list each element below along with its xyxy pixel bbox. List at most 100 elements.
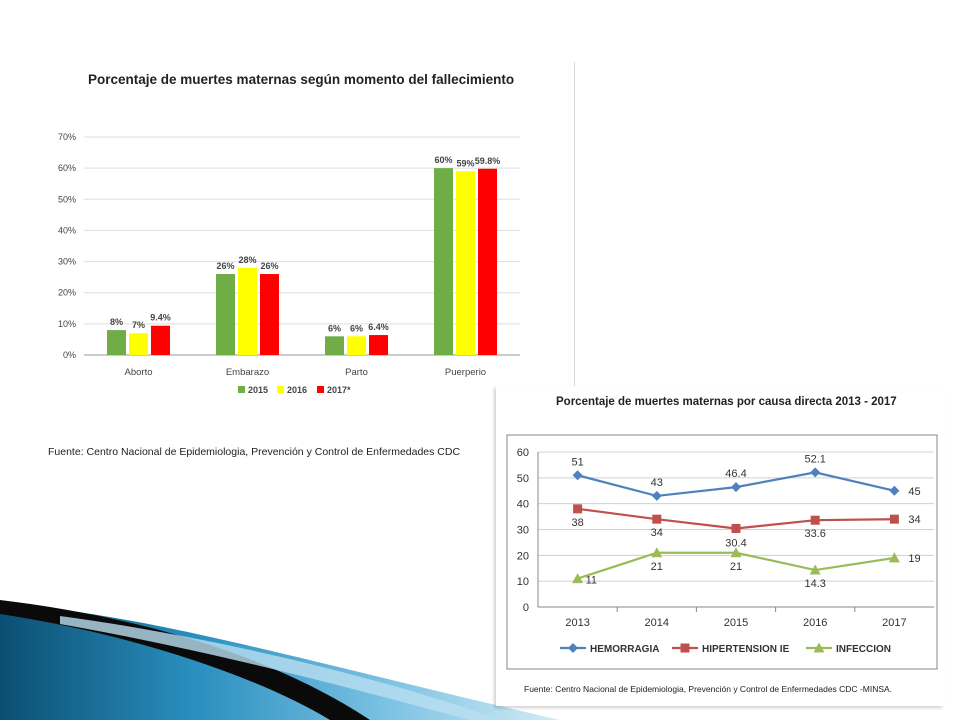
- y-tick-label: 10: [517, 576, 529, 588]
- x-tick-label: 2013: [565, 617, 589, 629]
- point-hipertension-ie: [889, 514, 899, 524]
- point-data-label: 45: [908, 486, 920, 498]
- bar-data-label: 28%: [238, 255, 256, 265]
- x-tick-label: Parto: [345, 367, 368, 378]
- bar-puerperio-2015: [434, 168, 453, 355]
- bar-chart-title: Porcentaje de muertes maternas según mom…: [88, 72, 515, 87]
- bar-embarazo-2016: [238, 267, 257, 355]
- bar-embarazo-2015: [216, 274, 235, 355]
- bar-aborto-2016: [129, 333, 148, 355]
- point-infeccion: [809, 564, 821, 575]
- point-data-label: 46.4: [725, 468, 746, 480]
- point-data-label: 38: [571, 517, 583, 529]
- point-data-label: 21: [730, 561, 742, 573]
- bar-data-label: 8%: [110, 317, 123, 327]
- point-hipertension-ie: [573, 504, 583, 514]
- x-tick-label: Puerperio: [445, 367, 486, 378]
- y-tick-label: 60%: [58, 163, 76, 173]
- bar-data-label: 6%: [328, 323, 341, 333]
- bar-data-label: 60%: [434, 155, 452, 165]
- point-data-label: 43: [651, 477, 663, 489]
- dark-swoosh: [0, 600, 370, 720]
- y-tick-label: 40: [517, 499, 529, 511]
- x-tick-label: Aborto: [125, 367, 153, 378]
- legend-swatch: [238, 386, 245, 393]
- y-tick-label: 0: [523, 602, 529, 614]
- bar-data-label: 6%: [350, 323, 363, 333]
- point-infeccion: [572, 573, 584, 584]
- point-data-label: 30.4: [725, 537, 746, 549]
- point-hipertension-ie: [731, 523, 741, 533]
- bar-aborto-2017: [151, 325, 170, 355]
- legend-marker: [568, 643, 578, 653]
- point-hemorragia: [572, 470, 583, 481]
- line-chart-source: Fuente: Centro Nacional de Epidemiologia…: [524, 684, 893, 694]
- legend-label: 2016: [287, 385, 307, 395]
- point-data-label: 33.6: [804, 528, 825, 540]
- bar-data-label: 59.8%: [475, 156, 501, 166]
- point-infeccion: [888, 552, 900, 563]
- bar-data-label: 26%: [260, 261, 278, 271]
- legend-label: 2017*: [327, 385, 351, 395]
- bar-chart: 0% 10% 20% 30% 40% 50% 60% 70% 8% 7% 9.4% Aborto 26%…: [58, 132, 520, 395]
- point-hemorragia: [889, 485, 900, 496]
- bar-chart-source: Fuente: Centro Nacional de Epidemiologia…: [48, 446, 461, 458]
- line-chart: 0 10 20 30 40 50 60 2013 2014 2015 2016 2017 51 43 46.…: [506, 434, 938, 670]
- point-hipertension-ie: [810, 515, 820, 525]
- y-tick-label: 20%: [58, 288, 76, 298]
- point-data-label: 51: [571, 456, 583, 468]
- point-data-label: 52.1: [804, 453, 825, 465]
- legend-label: 2015: [248, 385, 268, 395]
- bar-chart-panel: Porcentaje de muertes maternas según mom…: [48, 62, 575, 472]
- bar-data-label: 6.4%: [368, 322, 389, 332]
- y-tick-label: 70%: [58, 132, 76, 142]
- bar-puerperio-2016: [456, 171, 475, 355]
- y-tick-label: 50%: [58, 194, 76, 204]
- y-tick-label: 30: [517, 525, 529, 537]
- y-tick-label: 30%: [58, 257, 76, 267]
- legend-marker: [813, 642, 825, 653]
- legend-label: HEMORRAGIA: [590, 644, 659, 655]
- point-data-label: 34: [908, 514, 920, 526]
- x-tick-label: 2016: [803, 617, 827, 629]
- legend-label: HIPERTENSION IE: [702, 644, 790, 655]
- point-data-label: 11: [586, 575, 597, 587]
- bar-data-label: 59%: [456, 158, 474, 168]
- legend-swatch: [277, 386, 284, 393]
- legend-marker: [680, 643, 690, 653]
- bar-embarazo-2017: [260, 274, 279, 355]
- light-swoosh: [60, 616, 500, 720]
- point-data-label: 14.3: [804, 578, 825, 590]
- point-infeccion: [730, 547, 742, 558]
- point-data-label: 21: [651, 561, 663, 573]
- line-chart-panel: Porcentaje de muertes maternas por causa…: [496, 386, 944, 706]
- bar-data-label: 9.4%: [150, 313, 171, 323]
- y-tick-label: 40%: [58, 225, 76, 235]
- x-tick-label: 2017: [882, 617, 906, 629]
- point-hemorragia: [731, 482, 741, 493]
- point-infeccion: [651, 547, 663, 558]
- legend-label: INFECCION: [836, 644, 891, 655]
- point-hipertension-ie: [652, 514, 662, 524]
- line-chart-title: Porcentaje de muertes maternas por causa…: [556, 396, 897, 408]
- y-tick-label: 0%: [63, 350, 76, 360]
- point-hemorragia: [810, 467, 821, 478]
- x-tick-label: 2015: [724, 617, 748, 629]
- legend-swatch: [317, 386, 324, 393]
- bar-aborto-2015: [107, 330, 126, 355]
- bar-parto-2015: [325, 336, 344, 355]
- point-data-label: 34: [651, 527, 663, 539]
- bar-puerperio-2017: [478, 168, 497, 355]
- x-tick-label: Embarazo: [226, 367, 269, 378]
- y-tick-label: 60: [517, 447, 529, 459]
- y-tick-label: 20: [517, 550, 529, 562]
- bar-data-label: 26%: [216, 261, 234, 271]
- point-hemorragia: [651, 490, 662, 501]
- y-tick-label: 50: [517, 473, 529, 485]
- bar-parto-2017: [369, 335, 388, 355]
- bar-parto-2016: [347, 336, 366, 355]
- point-data-label: 19: [908, 553, 920, 565]
- x-tick-label: 2014: [645, 617, 669, 629]
